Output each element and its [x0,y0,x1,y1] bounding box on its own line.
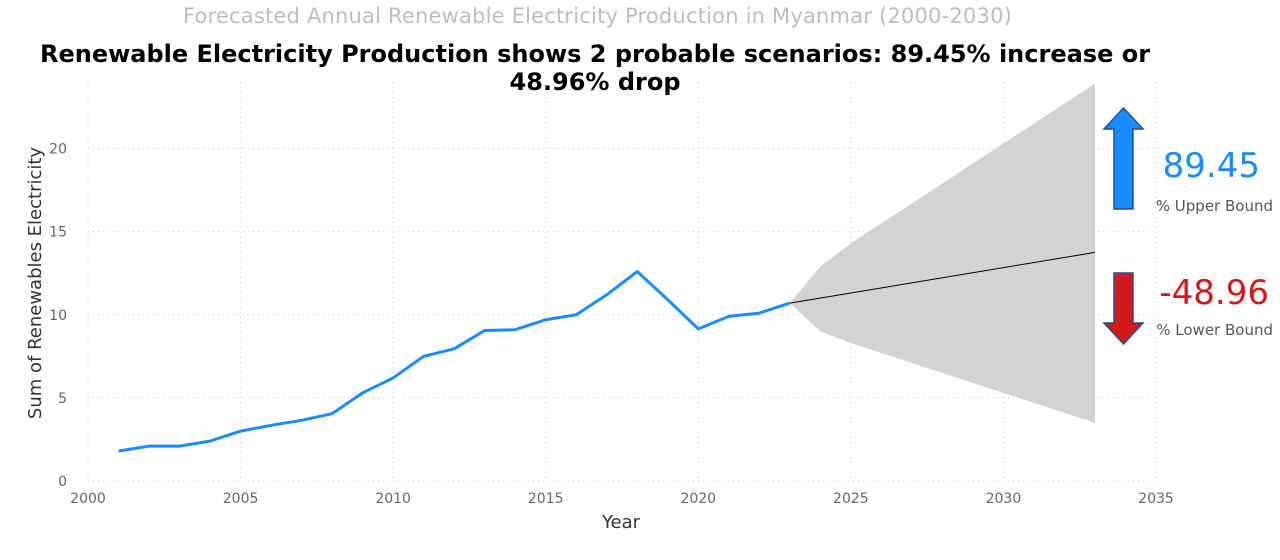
x-tick-label: 2000 [70,491,106,507]
chart-headline: Renewable Electricity Production shows 2… [39,40,1151,96]
upper-bound-label: % Upper Bound [1155,197,1273,215]
x-tick-label: 2020 [680,491,716,507]
x-axis-label: Year [601,512,641,533]
x-axis-ticks: 2000 2005 2010 2015 2020 2025 2030 2035 [70,491,1174,507]
x-tick-label: 2015 [528,491,564,507]
y-tick-label: 20 [49,142,67,158]
actual-series-line [118,270,791,453]
y-tick-label: 10 [49,308,67,324]
x-tick-label: 2030 [986,491,1022,507]
x-tick-label: 2035 [1138,491,1174,507]
x-tick-label: 2010 [375,491,411,507]
y-axis-ticks: 0 5 10 15 20 [49,142,67,491]
confidence-band [789,83,1095,423]
x-tick-label: 2005 [223,491,259,507]
arrow-down-icon [1102,272,1145,346]
y-tick-label: 5 [58,391,67,407]
x-tick-label: 2025 [833,491,869,507]
lower-bound-value: -48.96 [1159,273,1269,313]
y-tick-label: 0 [58,474,67,490]
lower-bound-label: % Lower Bound [1156,321,1273,339]
y-axis-label: Sum of Renewables Electricity [25,147,46,420]
y-tick-label: 15 [49,225,67,241]
upper-bound-value: 89.45 [1162,146,1260,186]
arrow-up-icon [1102,106,1145,210]
chart-supertitle: Forecasted Annual Renewable Electricity … [182,4,1013,28]
forecast-series-line [789,251,1096,304]
